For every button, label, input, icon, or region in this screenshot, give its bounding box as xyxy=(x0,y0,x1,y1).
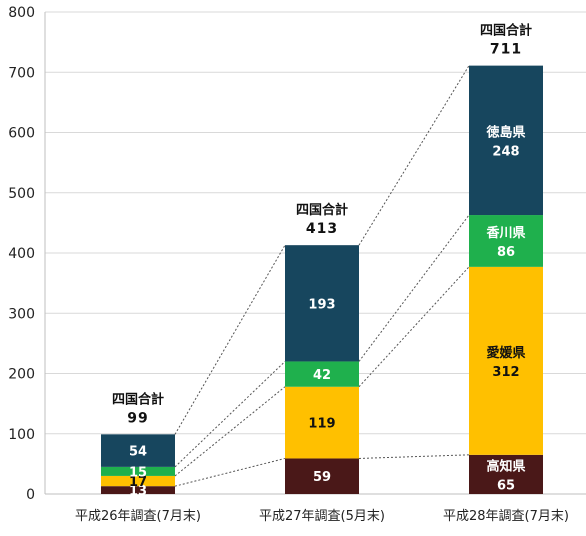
y-tick-label: 200 xyxy=(8,367,35,383)
bar-segment xyxy=(101,475,175,487)
bar-segment xyxy=(469,65,543,216)
bar-segment xyxy=(285,458,359,494)
y-tick-label: 500 xyxy=(8,186,35,202)
connector-line xyxy=(358,65,470,246)
total-value: 413 xyxy=(306,221,338,237)
total-value: 711 xyxy=(490,42,522,58)
segment-value-label: 86 xyxy=(497,245,515,260)
segment-series-name: 愛媛県 xyxy=(486,345,525,361)
bar-segment xyxy=(469,215,543,267)
total-label: 四国合計 xyxy=(296,202,348,218)
segment-series-name: 香川県 xyxy=(485,225,525,241)
segment-series-name: 高知県 xyxy=(486,458,525,474)
segment-value-label: 54 xyxy=(129,445,147,460)
segment-value-label: 13 xyxy=(129,484,147,499)
segment-value-label: 193 xyxy=(308,297,335,312)
connector-line xyxy=(174,457,286,487)
connector-line xyxy=(358,266,470,388)
bar-segment xyxy=(285,245,359,362)
bar-segment xyxy=(469,266,543,455)
segment-value-label: 59 xyxy=(313,470,331,485)
x-category-label: 平成28年調査(7月末) xyxy=(443,509,569,524)
total-label: 四国合計 xyxy=(112,391,164,407)
segment-value-label: 65 xyxy=(497,478,515,493)
bar-segment xyxy=(469,454,543,494)
x-category-label: 平成27年調査(5月末) xyxy=(259,509,385,524)
y-tick-label: 800 xyxy=(8,5,35,21)
segment-value-label: 248 xyxy=(492,144,519,159)
segment-value-label: 119 xyxy=(308,417,335,432)
segment-series-name: 徳島県 xyxy=(485,124,525,140)
y-tick-label: 700 xyxy=(8,65,35,81)
total-label: 四国合計 xyxy=(480,23,532,39)
x-category-label: 平成26年調査(7月末) xyxy=(75,509,201,524)
y-tick-label: 0 xyxy=(26,487,35,503)
bar-segment xyxy=(285,361,359,387)
bars xyxy=(101,65,543,494)
connector-line xyxy=(358,454,470,459)
segment-value-label: 312 xyxy=(492,365,519,380)
y-tick-label: 400 xyxy=(8,246,35,262)
bar-segment xyxy=(101,466,175,476)
segment-value-label: 42 xyxy=(313,368,331,383)
bar-segment xyxy=(101,434,175,467)
connector-lines xyxy=(174,65,470,487)
connector-line xyxy=(174,361,286,468)
segment-value-label: 17 xyxy=(129,475,147,490)
bar-segment xyxy=(101,486,175,494)
y-tick-label: 600 xyxy=(8,126,35,142)
y-tick-label: 100 xyxy=(8,427,35,443)
connector-line xyxy=(358,214,470,362)
segment-value-label: 15 xyxy=(129,465,147,480)
y-tick-label: 300 xyxy=(8,306,35,322)
connector-line xyxy=(174,244,286,435)
total-value: 99 xyxy=(127,410,148,426)
bar-segment xyxy=(285,386,359,459)
